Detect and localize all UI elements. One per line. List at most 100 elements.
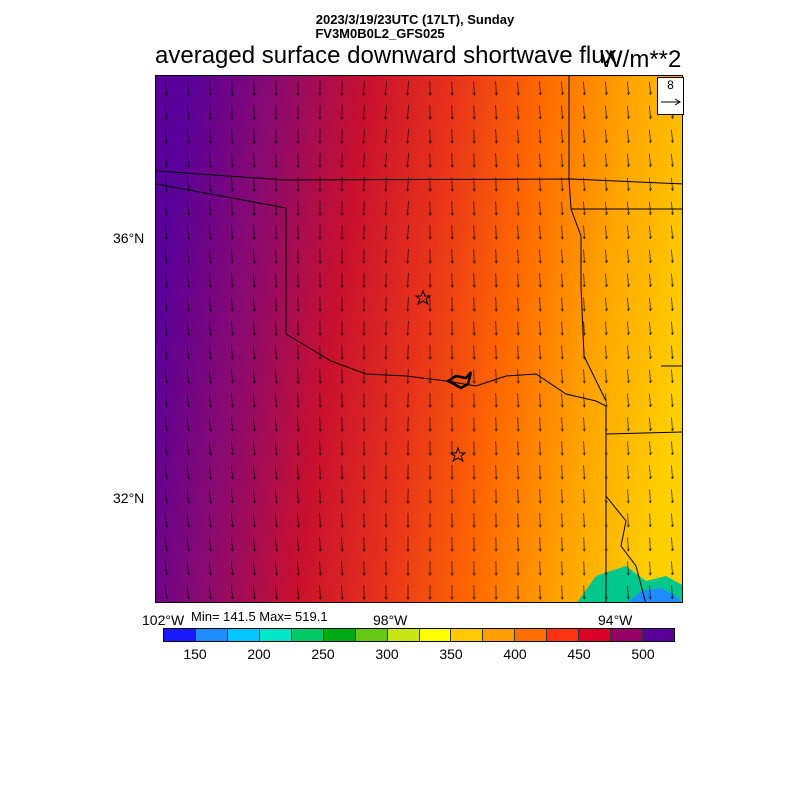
wind-arrow	[408, 81, 409, 95]
wind-arrow	[276, 368, 277, 383]
wind-arrow	[562, 201, 563, 214]
wind-arrow	[320, 440, 321, 455]
wind-arrow	[386, 128, 387, 143]
wind-arrow	[540, 225, 541, 238]
wind-arrow	[540, 321, 541, 335]
wind-arrow	[298, 416, 299, 431]
wind-arrow	[231, 441, 232, 455]
wind-arrow	[584, 201, 585, 214]
wind-arrow	[364, 80, 365, 95]
wind-arrow	[562, 345, 563, 358]
lon-label-102w: 102°W	[142, 612, 185, 628]
wind-arrow	[342, 512, 343, 527]
colorbar-cell	[227, 629, 260, 641]
wind-arrow	[230, 513, 233, 527]
wind-arrow	[408, 296, 409, 311]
wind-arrow	[298, 392, 299, 407]
wind-arrow	[650, 273, 651, 287]
wind-arrow	[208, 465, 211, 479]
wind-arrow	[408, 272, 409, 287]
wind-arrow	[650, 369, 651, 383]
wind-arrow	[606, 489, 607, 502]
vector-key-value: 8	[667, 78, 674, 92]
wind-arrow	[672, 441, 673, 455]
wind-arrow	[628, 393, 629, 406]
colorbar-cell	[451, 629, 484, 641]
wind-arrow	[164, 273, 167, 287]
wind-arrow	[298, 368, 299, 383]
wind-arrow	[628, 345, 629, 358]
colorbar-cell	[355, 629, 388, 641]
wind-arrow	[188, 105, 189, 119]
wind-arrow	[298, 344, 299, 359]
wind-arrow	[584, 321, 585, 334]
wind-arrow	[209, 321, 210, 335]
wind-arrow	[186, 441, 189, 455]
wind-arrow	[672, 249, 673, 263]
lon-label-98w: 98°W	[373, 612, 408, 628]
wind-arrow	[584, 177, 585, 190]
wind-arrow	[386, 104, 387, 119]
wind-arrow	[408, 105, 409, 119]
wind-arrow	[672, 513, 673, 527]
colorbar-cell	[547, 629, 580, 641]
wind-arrow	[474, 81, 475, 95]
wind-arrow	[672, 585, 673, 598]
wind-arrow	[186, 465, 189, 479]
wind-arrow	[628, 441, 629, 454]
wind-arrow	[606, 393, 607, 406]
wind-arrow	[210, 201, 211, 215]
wind-arrow	[628, 273, 629, 287]
wind-arrow	[584, 129, 585, 143]
wind-arrow	[650, 225, 651, 239]
wind-arrow	[320, 488, 321, 503]
wind-arrow	[672, 273, 673, 287]
colorbar-cell	[164, 629, 196, 641]
wind-arrow	[298, 513, 299, 527]
wind-arrow	[298, 561, 299, 575]
wind-arrow	[518, 249, 519, 263]
wind-arrow	[672, 225, 673, 239]
wind-arrow	[628, 177, 629, 191]
wind-arrow	[253, 537, 254, 551]
wind-arrow	[254, 176, 255, 191]
shortwave-flux-map	[156, 76, 682, 602]
variable-title: averaged surface downward shortwave flux	[155, 42, 617, 69]
wind-arrow	[164, 321, 167, 335]
wind-arrow	[165, 201, 166, 215]
lake-outline	[445, 371, 473, 390]
wind-arrow	[210, 153, 211, 167]
wind-arrow	[584, 225, 585, 238]
colorbar-cell	[515, 629, 548, 641]
colorbar-tick-label: 250	[311, 646, 335, 662]
wind-arrow	[210, 177, 211, 191]
wind-arrow	[606, 273, 607, 286]
wind-arrow	[650, 321, 651, 335]
wind-arrow	[628, 489, 629, 502]
wind-arrow	[164, 393, 167, 406]
wind-arrow	[650, 249, 651, 263]
wind-arrow	[650, 585, 651, 598]
wind-arrow	[562, 273, 563, 286]
wind-arrow	[187, 273, 188, 287]
wind-arrow	[540, 81, 541, 94]
wind-arrow	[408, 153, 409, 167]
wind-arrow	[672, 345, 673, 359]
wind-arrow	[672, 537, 673, 550]
wind-arrow	[606, 321, 607, 334]
wind-arrow	[232, 249, 233, 263]
wind-arrow	[298, 464, 299, 479]
wind-arrow	[672, 129, 673, 142]
wind-arrow	[208, 537, 211, 551]
wind-arrow	[186, 561, 189, 574]
wind-arrow	[254, 393, 255, 407]
wind-arrow	[628, 537, 629, 550]
wind-arrow	[164, 561, 167, 574]
wind-arrow	[188, 81, 189, 95]
wind-arrow	[253, 561, 254, 575]
wind-arrow	[606, 513, 607, 526]
wind-arrow	[209, 297, 210, 311]
wind-arrow	[584, 465, 585, 479]
wind-arrow	[650, 561, 651, 574]
wind-arrow	[628, 129, 629, 143]
